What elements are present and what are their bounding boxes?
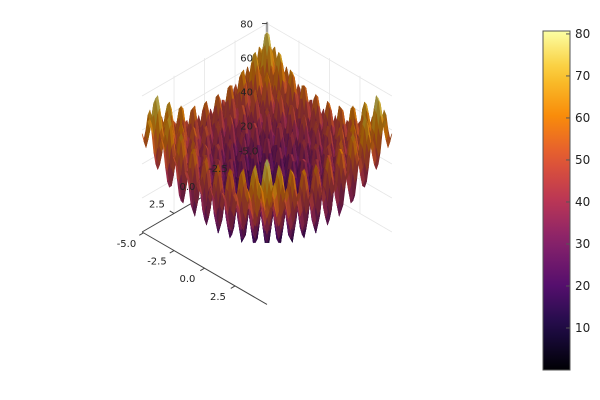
z-tick-label: 40: [240, 88, 253, 99]
y-tick-label: -5.0: [117, 239, 137, 250]
y-tick-mark: [200, 267, 205, 272]
x-tick-label: -2.5: [208, 164, 228, 175]
z-tick-label: 80: [240, 20, 253, 31]
colorbar: 10 20 30 40 50 60 70 80: [542, 27, 590, 371]
colorbar-tick-label: 60: [575, 111, 590, 125]
tick-labels: -5.0 -2.5 0.0 2.5 -5.0 -2.5 0.0 2.5 20 40 60 80: [117, 20, 259, 303]
x-tick-label: 2.5: [149, 200, 165, 211]
y-tick-label: 0.0: [180, 274, 196, 285]
colorbar-tick-label: 50: [575, 153, 590, 167]
colorbar-tick-label: 70: [575, 69, 590, 83]
y-tick-label: 2.5: [210, 292, 226, 303]
surface-patch: [264, 205, 270, 219]
y-axis-line: [141, 231, 268, 305]
y-tick-label: -2.5: [147, 256, 167, 267]
colorbar-tick-label: 40: [575, 195, 590, 209]
x-tick-mark: [169, 210, 175, 214]
colorbar-ticks: 10 20 30 40 50 60 70 80: [566, 27, 590, 335]
colorbar-tick-label: 20: [575, 279, 590, 293]
z-tick-label: 60: [240, 54, 253, 65]
y-tick-mark: [230, 285, 236, 289]
colorbar-tick-label: 80: [575, 27, 590, 41]
x-tick-label: 0.0: [180, 182, 196, 193]
x-tick-label: -5.0: [239, 146, 259, 157]
colorbar-tick-label: 30: [575, 237, 590, 251]
y-tick-mark: [169, 250, 175, 254]
colorbar-bar: [542, 30, 571, 371]
y-tick-mark: [139, 232, 144, 236]
colorbar-tick-label: 10: [575, 321, 590, 335]
z-tick-label: 20: [240, 122, 253, 133]
surface: [141, 31, 393, 244]
